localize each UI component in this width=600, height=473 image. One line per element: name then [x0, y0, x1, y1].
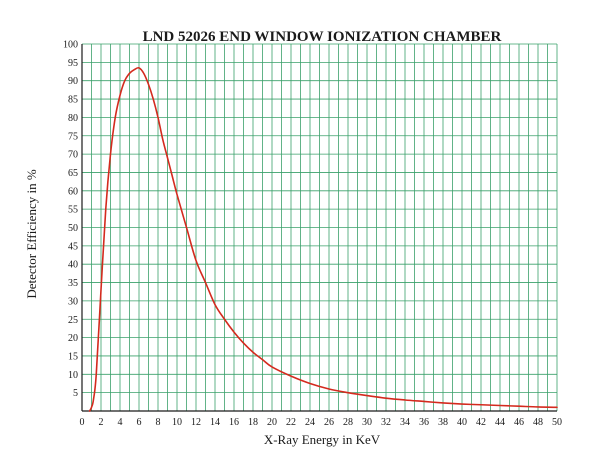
x-tick-label: 32 [381, 417, 391, 428]
y-tick-label: 25 [68, 315, 78, 326]
x-tick-label: 50 [552, 417, 562, 428]
x-tick-label: 24 [305, 417, 315, 428]
y-tick-label: 95 [68, 58, 78, 69]
x-axis-label: X-Ray Energy in KeV [264, 432, 381, 447]
y-tick-label: 35 [68, 278, 78, 289]
y-tick-label: 75 [68, 131, 78, 142]
y-tick-label: 30 [68, 296, 78, 307]
x-tick-label: 22 [286, 417, 296, 428]
series-layer [88, 66, 558, 412]
x-tick-label: 8 [156, 417, 161, 428]
x-tick-label: 44 [495, 417, 505, 428]
x-tick-label: 38 [438, 417, 448, 428]
y-axis-label: Detector Efficiency in % [24, 169, 39, 299]
y-tick-label: 20 [68, 333, 78, 344]
x-tick-label: 14 [210, 417, 220, 428]
x-tick-label: 34 [400, 417, 410, 428]
grid [81, 43, 558, 412]
tick-labels: 5101520253035404550556065707580859095100… [63, 40, 562, 429]
x-tick-label: 36 [419, 417, 429, 428]
y-tick-label: 60 [68, 186, 78, 197]
y-tick-label: 65 [68, 168, 78, 179]
y-tick-label: 90 [68, 76, 78, 87]
y-tick-label: 80 [68, 113, 78, 124]
x-tick-label: 28 [343, 417, 353, 428]
y-tick-label: 50 [68, 223, 78, 234]
y-tick-label: 100 [63, 40, 78, 51]
x-tick-label: 20 [267, 417, 277, 428]
y-tick-label: 70 [68, 150, 78, 161]
efficiency-curve [88, 66, 558, 412]
y-tick-label: 45 [68, 241, 78, 252]
x-tick-label: 10 [172, 417, 182, 428]
y-tick-label: 85 [68, 95, 78, 106]
x-tick-label: 12 [191, 417, 201, 428]
y-tick-label: 55 [68, 205, 78, 216]
x-tick-label: 16 [229, 417, 239, 428]
y-tick-label: 15 [68, 351, 78, 362]
x-tick-label: 46 [514, 417, 524, 428]
x-tick-label: 42 [476, 417, 486, 428]
x-tick-label: 48 [533, 417, 543, 428]
x-tick-label: 40 [457, 417, 467, 428]
x-tick-label: 4 [118, 417, 123, 428]
x-tick-label: 2 [99, 417, 104, 428]
x-tick-label: 30 [362, 417, 372, 428]
x-tick-label: 26 [324, 417, 334, 428]
y-tick-label: 5 [73, 388, 78, 399]
x-tick-label: 6 [137, 417, 142, 428]
y-tick-label: 40 [68, 260, 78, 271]
x-tick-label: 18 [248, 417, 258, 428]
x-tick-label: 0 [80, 417, 85, 428]
y-tick-label: 10 [68, 370, 78, 381]
chart-title: LND 52026 END WINDOW IONIZATION CHAMBER [143, 29, 502, 45]
axes [81, 44, 557, 412]
